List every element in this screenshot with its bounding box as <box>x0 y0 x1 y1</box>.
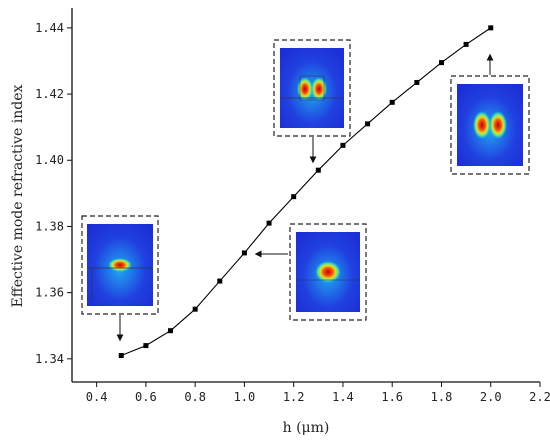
y-tick-label: 1.36 <box>35 286 64 300</box>
y-tick-label: 1.40 <box>35 153 64 167</box>
x-tick-label: 1.4 <box>332 390 354 404</box>
inset-hotspot <box>311 77 327 101</box>
x-tick-label: 0.6 <box>135 390 157 404</box>
series-line <box>121 27 492 357</box>
data-point <box>488 25 494 31</box>
inset-hotspot <box>315 261 341 283</box>
data-point <box>365 121 371 127</box>
data-point <box>192 306 198 312</box>
data-point <box>463 41 469 47</box>
x-tick-label: 1.8 <box>431 390 453 404</box>
y-tick-label: 1.34 <box>35 352 64 366</box>
inset-hotspot <box>108 258 132 272</box>
data-point <box>291 194 297 200</box>
x-tick-label: 1.6 <box>381 390 403 404</box>
data-point <box>241 250 247 256</box>
inset-hotspot <box>489 111 507 139</box>
x-tick-label: 1.0 <box>234 390 256 404</box>
x-tick-label: 2.2 <box>529 390 550 404</box>
y-axis-title: Effective mode refractive index <box>10 84 26 307</box>
x-tick-label: 0.4 <box>86 390 108 404</box>
data-point <box>389 99 395 105</box>
data-point <box>438 60 444 66</box>
data-point <box>143 343 149 349</box>
y-axis-ticks: 1.34 1.36 1.38 1.40 1.42 1.44 <box>35 21 72 366</box>
plot-area <box>71 8 540 383</box>
x-tick-label: 0.8 <box>184 390 206 404</box>
x-tick-label: 2.0 <box>480 390 502 404</box>
data-point <box>340 142 346 148</box>
x-tick-label: 1.2 <box>283 390 305 404</box>
inset-waveguide-core <box>299 75 325 101</box>
x-axis-title: h (μm) <box>283 420 330 436</box>
x-axis-ticks: 0.4 0.6 0.8 1.0 1.2 1.4 1.6 1.8 2.0 2.2 <box>86 382 550 404</box>
data-point <box>217 278 223 284</box>
data-point <box>118 353 124 359</box>
y-tick-label: 1.44 <box>35 21 64 35</box>
inset-hotspot <box>473 111 491 139</box>
inset-mode-h0.5 <box>81 215 159 342</box>
inset-mode-h1.3 <box>273 39 351 164</box>
data-point <box>168 328 174 334</box>
y-tick-label: 1.42 <box>35 87 64 101</box>
data-point <box>414 79 420 85</box>
y-tick-label: 1.38 <box>35 219 64 233</box>
data-point <box>315 167 321 173</box>
inset-mode-h1.0 <box>254 223 367 321</box>
series-line-group <box>118 25 494 359</box>
data-point <box>266 220 272 226</box>
inset-hotspot <box>297 77 313 101</box>
inset-mode-h2.0 <box>450 53 530 175</box>
